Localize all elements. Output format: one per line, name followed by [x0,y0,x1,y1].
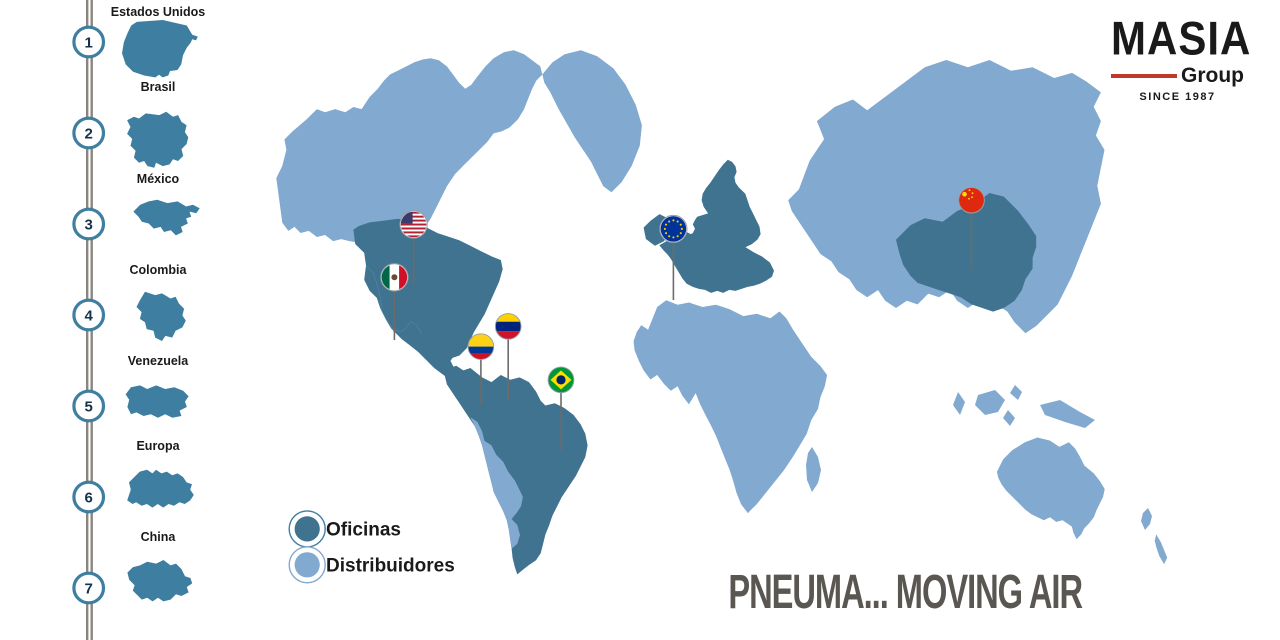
svg-text:PNEUMA... MOVING AIR: PNEUMA... MOVING AIR [728,565,1082,619]
svg-text:Distribuidores: Distribuidores [326,556,455,577]
svg-text:Oficinas: Oficinas [326,520,401,541]
